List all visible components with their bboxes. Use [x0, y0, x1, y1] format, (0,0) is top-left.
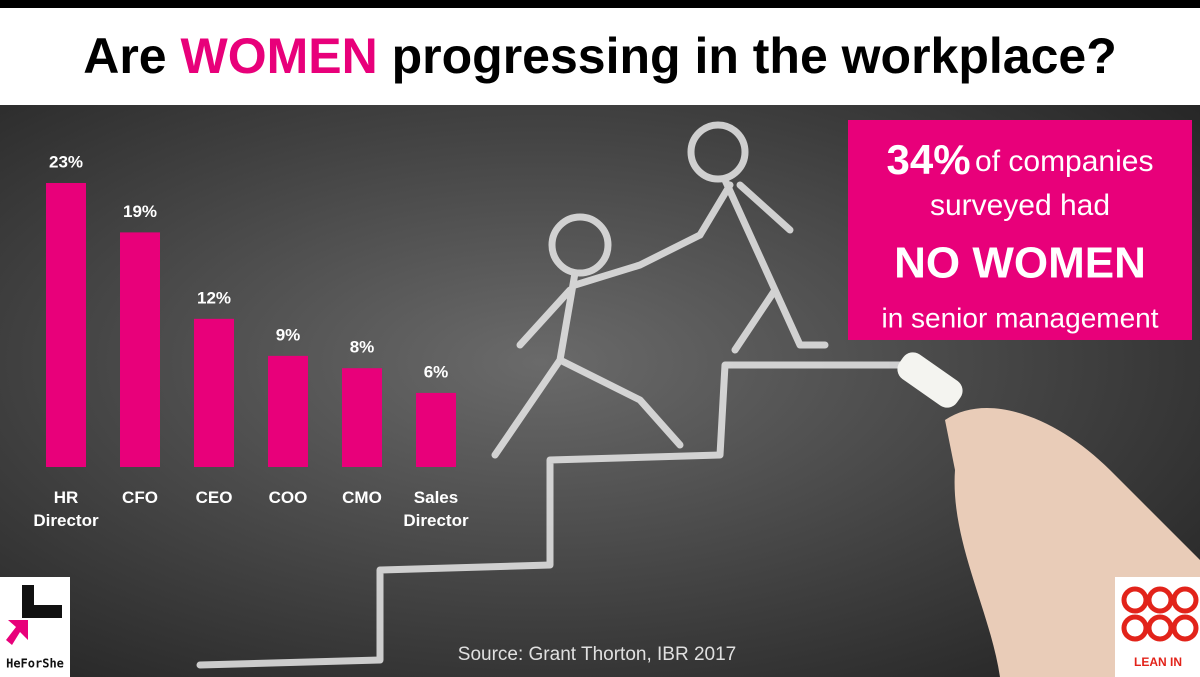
- category-label: HR Director: [33, 488, 99, 530]
- callout-text: surveyed had: [930, 189, 1110, 222]
- value-label: 23%: [49, 152, 83, 171]
- value-label: 6%: [424, 362, 449, 381]
- callout-text: of companies: [975, 145, 1153, 178]
- callout-emphasis: NO WOMEN: [894, 239, 1146, 288]
- logo-mark: [22, 585, 62, 618]
- chalk-drawing: [196, 121, 904, 669]
- bar: [194, 318, 234, 467]
- logo-left-text: HeForShe: [6, 657, 64, 671]
- chalk-stick: [897, 352, 963, 408]
- title-end: progressing in the workplace?: [392, 28, 1117, 84]
- callout-stat: 34%: [887, 136, 971, 183]
- source: Source: Grant Thorton, IBR 2017: [458, 644, 736, 665]
- value-label: 9%: [276, 325, 301, 344]
- value-label: 19%: [123, 202, 157, 221]
- callout-text: in senior management: [881, 302, 1158, 333]
- value-label: 8%: [350, 338, 375, 357]
- bar: [120, 232, 160, 467]
- category-label: CFO: [122, 488, 158, 507]
- title-band: [0, 8, 1200, 105]
- logo-right-text: LEAN IN: [1134, 655, 1182, 669]
- bar: [342, 368, 382, 467]
- callout-box: [848, 120, 1192, 340]
- bar: [416, 392, 456, 467]
- callout-line: 34% of companies: [887, 136, 1154, 183]
- title-start: Are: [83, 28, 166, 84]
- title: Are WOMEN progressing in the workplace?: [83, 28, 1117, 84]
- logo-mark: [1121, 586, 1199, 642]
- logo-mark: [6, 620, 28, 645]
- bar: [268, 355, 308, 467]
- title-highlight: WOMEN: [181, 28, 378, 84]
- category-label: CEO: [195, 488, 233, 507]
- category-label: COO: [268, 488, 308, 507]
- bar: [46, 183, 86, 467]
- category-label: CMO: [342, 488, 382, 507]
- logo-left-box: [0, 577, 70, 677]
- value-label: 12%: [197, 288, 231, 307]
- category-label: Sales Director: [403, 488, 469, 530]
